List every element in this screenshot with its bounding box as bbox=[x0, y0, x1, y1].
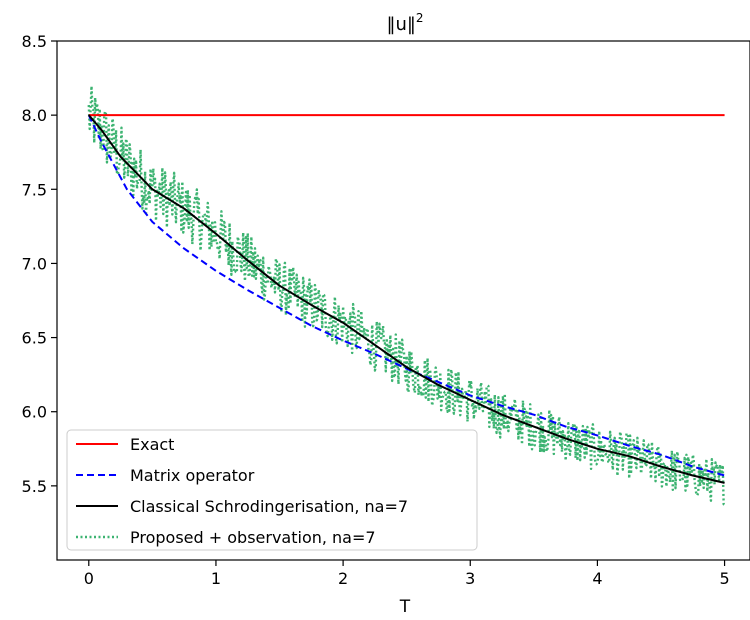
y-tick-label: 5.5 bbox=[22, 477, 47, 496]
chart-title: ‖u‖2 bbox=[386, 11, 423, 35]
legend-label-3: Proposed + observation, na=7 bbox=[130, 528, 376, 547]
chart-title-superscript: 2 bbox=[416, 11, 424, 25]
series-line-1 bbox=[87, 114, 725, 477]
chart-title-main: ‖u‖ bbox=[386, 14, 415, 35]
x-tick-label: 0 bbox=[84, 569, 94, 588]
x-axis-label: T bbox=[399, 597, 411, 617]
legend-box bbox=[66, 429, 478, 551]
legend: Exact Matrix operator Classical Schrodinge… bbox=[66, 429, 478, 551]
y-tick-label: 7.5 bbox=[22, 180, 47, 199]
x-tick-label: 5 bbox=[719, 569, 729, 588]
plot-area-frame bbox=[56, 40, 750, 561]
series-line-3 bbox=[87, 84, 726, 506]
series-layer bbox=[87, 84, 726, 506]
legend-entries: Exact Matrix operator Classical Schrodinge… bbox=[76, 435, 408, 547]
y-tick-label: 7.0 bbox=[22, 254, 47, 273]
x-tick-label: 3 bbox=[465, 569, 475, 588]
y-tick-label: 6.0 bbox=[22, 403, 47, 422]
x-tick-label: 4 bbox=[592, 569, 602, 588]
legend-label-0: Exact bbox=[130, 435, 174, 454]
series-line-2 bbox=[88, 114, 725, 484]
y-tick-label: 6.5 bbox=[22, 329, 47, 348]
y-axis-ticks: 5.5 6.0 6.5 7.0 7.5 8.0 8.5 bbox=[22, 32, 57, 496]
x-tick-label: 2 bbox=[338, 569, 348, 588]
legend-label-2: Classical Schrodingerisation, na=7 bbox=[130, 497, 408, 516]
legend-label-1: Matrix operator bbox=[130, 466, 255, 485]
x-axis-ticks: 0 1 2 3 4 5 bbox=[84, 560, 730, 588]
x-tick-label: 1 bbox=[211, 569, 221, 588]
y-tick-label: 8.5 bbox=[22, 32, 47, 51]
y-tick-label: 8.0 bbox=[22, 106, 47, 125]
